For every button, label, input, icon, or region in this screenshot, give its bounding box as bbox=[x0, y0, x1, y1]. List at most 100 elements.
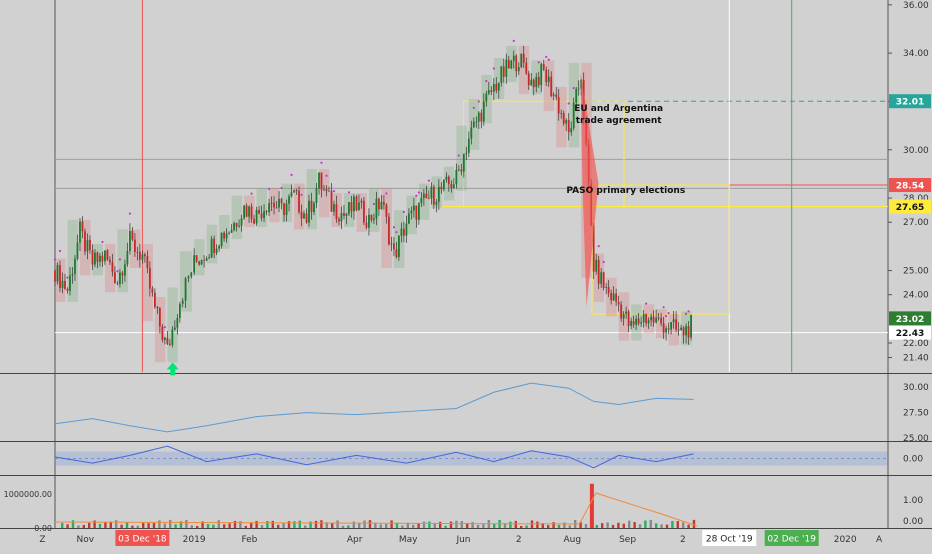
volume-bar bbox=[282, 523, 285, 528]
price-badge-label: 28.54 bbox=[896, 182, 924, 192]
candle-body bbox=[69, 275, 71, 291]
candle-body bbox=[99, 255, 101, 262]
volume-bar bbox=[476, 524, 480, 528]
volume-bar bbox=[406, 522, 409, 528]
volume-bar bbox=[363, 520, 366, 528]
candle-body bbox=[635, 318, 638, 325]
candle-body bbox=[195, 255, 198, 262]
candle-body bbox=[665, 328, 668, 333]
candle-body bbox=[220, 232, 223, 246]
volume-bar bbox=[169, 519, 172, 528]
candle-body bbox=[677, 329, 680, 331]
time-axis-label: Sep bbox=[619, 535, 636, 545]
candle-body bbox=[230, 229, 233, 233]
candle-body bbox=[136, 252, 139, 253]
zone-shade bbox=[167, 287, 178, 363]
volume-bar bbox=[665, 524, 669, 528]
candle-body bbox=[477, 112, 480, 122]
candle-body bbox=[126, 251, 129, 265]
volume-bar bbox=[109, 521, 112, 528]
candle-body bbox=[228, 232, 230, 234]
date-badge-label: 03 Dec '18 bbox=[118, 535, 167, 545]
zone-shade bbox=[194, 239, 205, 276]
candle-body bbox=[667, 328, 670, 330]
volume-bar bbox=[82, 524, 85, 528]
candle-body bbox=[54, 270, 56, 282]
time-axis-label: Z bbox=[39, 535, 45, 545]
volume-bar bbox=[331, 523, 334, 528]
candle-body bbox=[205, 258, 208, 261]
candle-body bbox=[462, 153, 465, 172]
candle-body bbox=[245, 205, 248, 217]
candle-body bbox=[600, 272, 603, 284]
candle-body bbox=[131, 231, 134, 240]
volume-bar bbox=[136, 525, 139, 528]
candle-body bbox=[365, 222, 368, 228]
candle-body bbox=[263, 211, 265, 219]
volume-bar bbox=[628, 520, 631, 528]
volume-bar bbox=[71, 520, 75, 528]
candle-body bbox=[265, 211, 268, 213]
candle-body bbox=[475, 121, 478, 123]
candle-body bbox=[345, 213, 348, 216]
candle-body bbox=[647, 320, 650, 324]
pivot-marker bbox=[66, 276, 69, 279]
candle-body bbox=[460, 169, 463, 172]
candle-body bbox=[166, 337, 169, 344]
volume-bar bbox=[428, 521, 431, 528]
candle-body bbox=[248, 206, 250, 217]
candle-body bbox=[415, 205, 418, 220]
price-tick-label: 22.00 bbox=[903, 339, 929, 349]
volume-bar bbox=[395, 522, 399, 528]
candle-body bbox=[146, 256, 149, 269]
pivot-marker bbox=[645, 302, 648, 305]
pivot-marker bbox=[567, 102, 570, 105]
candle-body bbox=[64, 280, 66, 289]
volume-bar bbox=[552, 522, 555, 528]
candle-body bbox=[625, 311, 628, 315]
candle-body bbox=[56, 265, 59, 282]
candle-body bbox=[642, 314, 645, 323]
volume-left-tick-label: 0.00 bbox=[34, 524, 52, 533]
volume-bar bbox=[131, 525, 134, 528]
candle-body bbox=[119, 272, 121, 284]
candle-body bbox=[495, 84, 498, 91]
zone-shade bbox=[318, 169, 330, 218]
volume-bar bbox=[541, 523, 544, 528]
indicator-1-tick-label: 30.00 bbox=[903, 383, 929, 393]
candle-body bbox=[163, 337, 166, 341]
candle-body bbox=[111, 262, 114, 273]
candle-body bbox=[487, 90, 490, 94]
pivot-marker bbox=[572, 86, 575, 90]
pivot-marker bbox=[457, 154, 460, 157]
price-tick-label: 24.00 bbox=[903, 291, 929, 301]
candle-body bbox=[280, 198, 283, 204]
pivot-marker bbox=[53, 258, 57, 261]
volume-bar bbox=[212, 524, 215, 528]
pivot-marker bbox=[280, 186, 283, 190]
candle-body bbox=[141, 254, 144, 260]
candle-body bbox=[502, 66, 505, 77]
candle-body bbox=[116, 283, 119, 285]
candle-body bbox=[400, 228, 403, 236]
candle-body bbox=[158, 307, 161, 327]
volume-bar bbox=[250, 522, 253, 528]
volume-bar bbox=[61, 522, 64, 528]
candle-body bbox=[492, 84, 495, 92]
pivot-marker bbox=[417, 191, 420, 194]
candle-body bbox=[530, 79, 533, 86]
volume-bar bbox=[644, 520, 647, 528]
candle-body bbox=[134, 239, 136, 253]
volume-bar bbox=[277, 524, 280, 528]
volume-bar bbox=[244, 525, 247, 528]
candle-body bbox=[208, 257, 211, 259]
volume-bar bbox=[385, 523, 388, 528]
candle-body bbox=[470, 127, 473, 139]
candle-body bbox=[340, 213, 343, 222]
candle-body bbox=[298, 190, 300, 213]
pivot-marker bbox=[347, 191, 351, 194]
candle-body bbox=[562, 113, 565, 124]
candle-body bbox=[233, 223, 235, 230]
volume-average-line bbox=[54, 492, 698, 527]
